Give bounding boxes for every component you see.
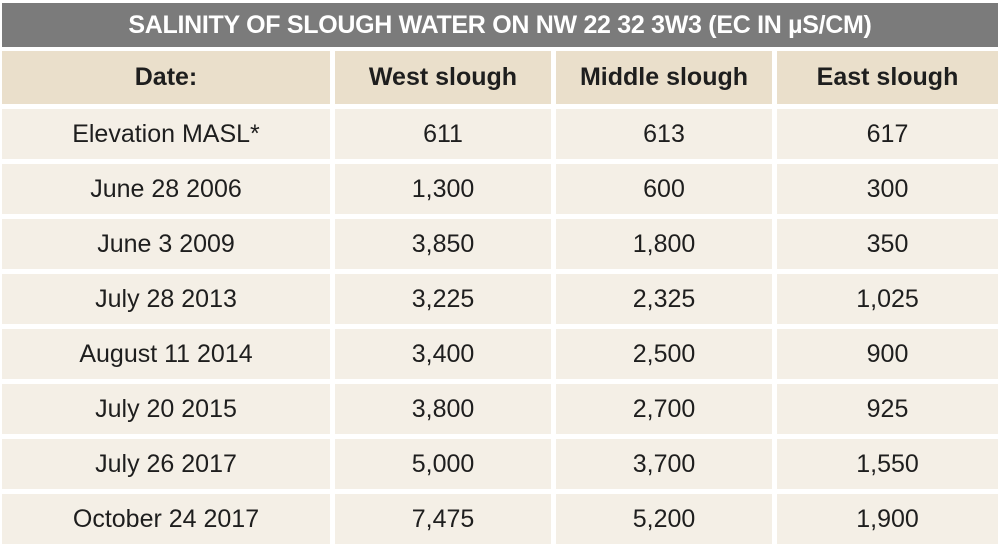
row-label-cell: June 28 2006 xyxy=(2,164,335,219)
west-slough-cell: 5,000 xyxy=(335,439,556,494)
header-middle-slough: Middle slough xyxy=(556,51,777,109)
west-slough-cell: 3,800 xyxy=(335,384,556,439)
table-row: June 28 2006 1,300 600 300 xyxy=(2,164,998,219)
east-slough-cell: 1,550 xyxy=(777,439,998,494)
middle-slough-cell: 3,700 xyxy=(556,439,777,494)
table-row: August 11 2014 3,400 2,500 900 xyxy=(2,329,998,384)
west-slough-cell: 3,400 xyxy=(335,329,556,384)
header-date: Date: xyxy=(2,51,335,109)
header-west-slough: West slough xyxy=(335,51,556,109)
east-slough-cell: 617 xyxy=(777,109,998,164)
table-row: Elevation MASL* 611 613 617 xyxy=(2,109,998,164)
east-slough-cell: 300 xyxy=(777,164,998,219)
east-slough-cell: 925 xyxy=(777,384,998,439)
middle-slough-cell: 2,500 xyxy=(556,329,777,384)
table-row: July 20 2015 3,800 2,700 925 xyxy=(2,384,998,439)
header-row: Date: West slough Middle slough East slo… xyxy=(2,51,998,109)
table-row: July 28 2013 3,225 2,325 1,025 xyxy=(2,274,998,329)
row-label-cell: Elevation MASL* xyxy=(2,109,335,164)
row-label-cell: July 26 2017 xyxy=(2,439,335,494)
west-slough-cell: 1,300 xyxy=(335,164,556,219)
row-label-cell: October 24 2017 xyxy=(2,494,335,544)
middle-slough-cell: 613 xyxy=(556,109,777,164)
table-row: June 3 2009 3,850 1,800 350 xyxy=(2,219,998,274)
west-slough-cell: 7,475 xyxy=(335,494,556,544)
middle-slough-cell: 5,200 xyxy=(556,494,777,544)
row-label-cell: August 11 2014 xyxy=(2,329,335,384)
salinity-table: Date: West slough Middle slough East slo… xyxy=(2,51,998,544)
west-slough-cell: 3,850 xyxy=(335,219,556,274)
east-slough-cell: 900 xyxy=(777,329,998,384)
table-title: SALINITY OF SLOUGH WATER ON NW 22 32 3W3… xyxy=(2,3,998,47)
row-label-cell: June 3 2009 xyxy=(2,219,335,274)
east-slough-cell: 1,025 xyxy=(777,274,998,329)
middle-slough-cell: 1,800 xyxy=(556,219,777,274)
east-slough-cell: 1,900 xyxy=(777,494,998,544)
row-label-cell: July 28 2013 xyxy=(2,274,335,329)
middle-slough-cell: 600 xyxy=(556,164,777,219)
west-slough-cell: 611 xyxy=(335,109,556,164)
middle-slough-cell: 2,325 xyxy=(556,274,777,329)
table-row: October 24 2017 7,475 5,200 1,900 xyxy=(2,494,998,544)
east-slough-cell: 350 xyxy=(777,219,998,274)
header-east-slough: East slough xyxy=(777,51,998,109)
row-label-cell: July 20 2015 xyxy=(2,384,335,439)
table-row: July 26 2017 5,000 3,700 1,550 xyxy=(2,439,998,494)
middle-slough-cell: 2,700 xyxy=(556,384,777,439)
west-slough-cell: 3,225 xyxy=(335,274,556,329)
